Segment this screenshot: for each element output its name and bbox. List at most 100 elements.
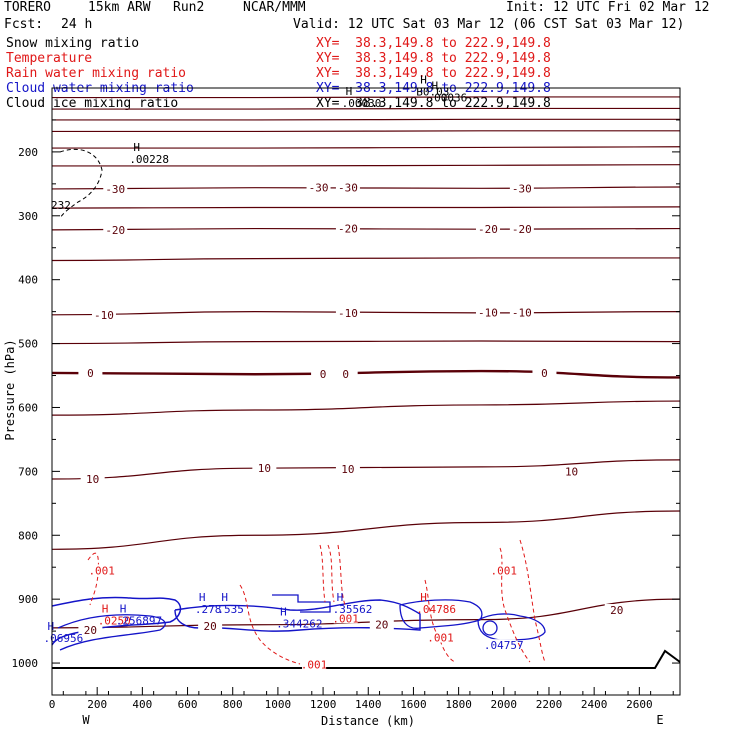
contour-label-bg [335, 306, 360, 318]
contour-label-bg [335, 462, 360, 474]
max-marker: H [337, 591, 344, 604]
run-label: Run2 [173, 0, 205, 15]
max-marker: H [221, 591, 228, 604]
field-xy-cloud-ice: XY= 38.3,149.8 to 222.9,149.8 [316, 96, 551, 111]
isotherm--20 [51, 227, 681, 231]
x-tick-label: 2400 [581, 698, 608, 711]
isotherm-group [51, 96, 681, 629]
forecast-hour: 24 h [61, 17, 93, 32]
isotherm-0 [51, 369, 681, 379]
isotherm--5 [51, 340, 681, 345]
cloud-water-contour-central-box [272, 594, 331, 613]
field-name-rain: Rain water mixing ratio [6, 66, 187, 81]
init-time: Init: 12 UTC Fri 02 Mar 12 [506, 0, 710, 15]
isotherm--15 [51, 257, 680, 262]
field-name-temperature: Temperature [6, 51, 93, 66]
max-marker: H [199, 591, 206, 604]
contour-label: 20 [204, 620, 217, 633]
contour-label: -10 [94, 309, 114, 322]
cloud-water-contour-east [399, 599, 483, 629]
contour-label-bg [103, 223, 128, 235]
plot-frame [51, 87, 681, 696]
contour-label: 20 [610, 604, 623, 617]
contour-label: -30 [512, 182, 532, 195]
contour-label: 20 [84, 624, 97, 637]
model-resolution: 15km ARW [88, 0, 151, 15]
rain-water-contour-4 [499, 539, 546, 663]
contour-label-bg [604, 604, 629, 616]
field-xy-snow: XY= 38.3,149.8 to 222.9,149.8 [316, 36, 551, 51]
max-value: .00030 [342, 97, 382, 110]
east-label: E [656, 713, 663, 727]
contour-label-bg [306, 181, 331, 193]
contour-label-bg [311, 368, 336, 380]
max-value: .00036 [428, 92, 468, 105]
contour-label-bg [252, 462, 277, 474]
max-value: .0250 [98, 614, 131, 627]
y-tick-label: 500 [18, 338, 38, 351]
isotherm--45 [51, 130, 680, 133]
contour-label-bg [509, 306, 534, 318]
y-tick-label: 1000 [12, 657, 39, 670]
max-marker: H [133, 141, 140, 154]
max-value: .00228 [129, 153, 169, 166]
terrain-line [52, 649, 681, 669]
y-tick-label: 300 [18, 210, 38, 223]
axes-group: 0 200 400 600 800 1000 1200 1400 1600 1800 2000 220… [3, 87, 681, 728]
rain-water-contour-1 [87, 552, 99, 606]
contour-label: .04757 [484, 639, 524, 652]
cloud-water-contour-ring [482, 620, 498, 636]
x-tick-label: 2600 [626, 698, 653, 711]
contour-label: .001 [88, 564, 115, 577]
forecast-label: Fcst: [4, 17, 44, 32]
contour-label-bg [80, 473, 105, 485]
contour-label: .001 [332, 612, 359, 625]
max-marker: H [47, 620, 54, 633]
contour-label-bg [335, 181, 360, 193]
terrain-group [52, 649, 681, 669]
max-marker: H [432, 80, 439, 93]
contour-label-bg [491, 639, 516, 651]
contour-label: -20 [338, 223, 358, 236]
contour-label-bg [91, 308, 116, 320]
contour-label-bg [78, 366, 103, 378]
max-marker: H [346, 85, 353, 98]
isotherm-10 [51, 459, 681, 480]
contour-label: -30 [309, 182, 329, 195]
isotherm--35 [52, 164, 681, 167]
isotherm-5 [51, 400, 681, 416]
max-marker: H [102, 602, 109, 615]
x-tick-label: 1200 [310, 698, 337, 711]
y-tick-label: 400 [18, 274, 38, 287]
field-name-snow: Snow mixing ratio [6, 36, 140, 51]
contour-label-bg [89, 564, 114, 576]
field-xy-rain: XY= 38.3,149.8 to 222.9,149.8 [316, 66, 551, 81]
isotherm--10 [51, 311, 681, 316]
max-value: .535 [217, 603, 244, 616]
max-value: .256897 [116, 614, 162, 627]
contour-label: 20 [375, 619, 388, 632]
contour-label: -10 [512, 306, 532, 319]
max-marker: H [420, 73, 427, 86]
x-tick-label: 800 [223, 698, 243, 711]
x-axis-title: Distance (km) [321, 714, 415, 728]
max-marker: H [420, 591, 427, 604]
y-tick-label: 600 [18, 401, 38, 414]
contour-label-bg [475, 223, 500, 235]
contour-label-bg [335, 222, 360, 234]
y-tick-label: 200 [18, 146, 38, 159]
contour-label-bg [428, 631, 453, 643]
max-value: .344262 [276, 618, 322, 631]
contour-label: -20 [478, 223, 498, 236]
isotherm--55 [51, 107, 680, 110]
isotherm--60 [52, 96, 680, 99]
max-value: .04786 [416, 603, 456, 616]
max-value: .35562 [333, 603, 373, 616]
contour-label-bg [369, 618, 394, 630]
contour-label: 10 [86, 473, 99, 486]
contour-label: -30 [338, 182, 358, 195]
snow-contour-upper [59, 148, 103, 219]
contour-labels-group: -30 -30 -30 -30 -20 -20 -20 -20 -10 -10 -10 -10 0 0 0 0… [78, 181, 629, 671]
contour-label-bg [333, 612, 358, 624]
